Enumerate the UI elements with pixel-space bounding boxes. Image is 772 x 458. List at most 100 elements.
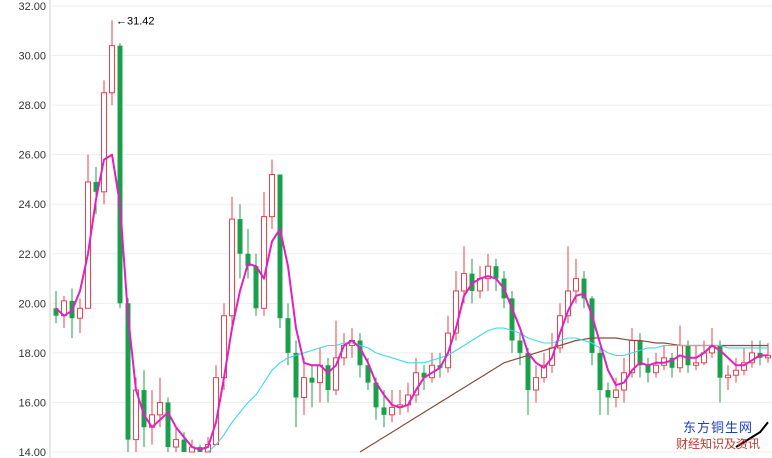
candle (509, 290, 515, 353)
candle-body (269, 173, 275, 218)
y-tick-label: 20.00 (18, 298, 46, 310)
candle-body (157, 401, 163, 416)
candle (405, 382, 411, 413)
candle-body (165, 402, 171, 448)
candle-body (285, 318, 291, 353)
candle-body (653, 364, 659, 374)
candle (677, 325, 683, 373)
y-axis: 14.00 16.00 18.00 20.00 22.00 24.00 26.00 28.00… (18, 0, 51, 458)
candle-body (237, 219, 243, 254)
candle (293, 340, 299, 428)
candle-body (261, 216, 267, 309)
ma5-line (55, 153, 768, 451)
candle-body (453, 290, 459, 334)
candle-body (525, 352, 531, 391)
candle-body (581, 278, 587, 299)
candle-body (493, 266, 499, 279)
candle-body (389, 406, 395, 416)
candle (477, 266, 483, 299)
candle-body (109, 45, 115, 94)
candle (653, 352, 659, 378)
candle (741, 347, 747, 376)
candle-body (613, 389, 619, 398)
candle-body (485, 265, 491, 280)
candle (493, 258, 499, 291)
candle (101, 80, 107, 205)
candle (93, 167, 99, 215)
candle (61, 295, 67, 329)
candle-body (141, 390, 147, 428)
candle-body (117, 45, 123, 304)
candle-body (685, 345, 691, 366)
candle-body (589, 298, 595, 353)
candle (149, 390, 155, 445)
candle (749, 340, 755, 368)
candle (357, 333, 363, 378)
candle (757, 340, 763, 366)
candle-body (293, 352, 299, 398)
candle (285, 303, 291, 366)
candle (597, 347, 603, 415)
candle-body (573, 278, 579, 292)
candle (581, 271, 587, 309)
candle-body (301, 377, 307, 398)
candle-body (565, 290, 571, 317)
candle-body (93, 181, 99, 192)
candle (141, 370, 147, 448)
candle-body (373, 382, 379, 408)
candle (165, 397, 171, 452)
candle-body (309, 377, 315, 383)
candle (469, 258, 475, 304)
candle-body (509, 298, 515, 341)
candle-body (693, 362, 699, 366)
max-price-annotation: ←31.42 (116, 15, 155, 27)
y-tick-label: 24.00 (18, 199, 46, 211)
candle (181, 432, 187, 452)
candle (213, 365, 219, 446)
candle (333, 320, 339, 396)
candle (413, 357, 419, 403)
y-tick-label: 32.00 (18, 1, 46, 13)
candle-body (365, 365, 371, 383)
candle-body (229, 218, 235, 317)
candle (173, 427, 179, 452)
candle (445, 315, 451, 373)
candle (461, 246, 467, 304)
candles (53, 20, 771, 453)
candle-body (461, 273, 467, 292)
candle (669, 352, 675, 378)
y-tick-label: 14.00 (18, 447, 46, 458)
candle-body (637, 340, 643, 366)
candle-body (597, 352, 603, 391)
candle-body (245, 253, 251, 267)
candle (301, 357, 307, 415)
candle-body (173, 439, 179, 448)
candle (53, 290, 59, 324)
candle-body (717, 345, 723, 378)
ma-xl-line (735, 421, 769, 448)
candle-body (645, 365, 651, 373)
candle-body (421, 372, 427, 378)
candle (261, 191, 267, 316)
candle-body (517, 340, 523, 353)
candle (709, 328, 715, 358)
candle (317, 347, 323, 403)
candle (661, 345, 667, 371)
candle-body (357, 340, 363, 366)
candle-body (325, 365, 331, 391)
candle (645, 357, 651, 383)
candle-body (181, 439, 187, 452)
candle (589, 295, 595, 366)
candle (517, 333, 523, 366)
candle-body (669, 357, 675, 368)
candle (325, 357, 331, 403)
candle (69, 288, 75, 339)
candle (725, 365, 731, 391)
candle-body (253, 266, 259, 309)
candle (429, 352, 435, 383)
candle (309, 365, 315, 408)
candle (245, 229, 251, 279)
watermark: 东方铜生网 财经知识及资讯 (676, 421, 760, 452)
watermark-line-2: 财经知识及资讯 (675, 437, 760, 451)
